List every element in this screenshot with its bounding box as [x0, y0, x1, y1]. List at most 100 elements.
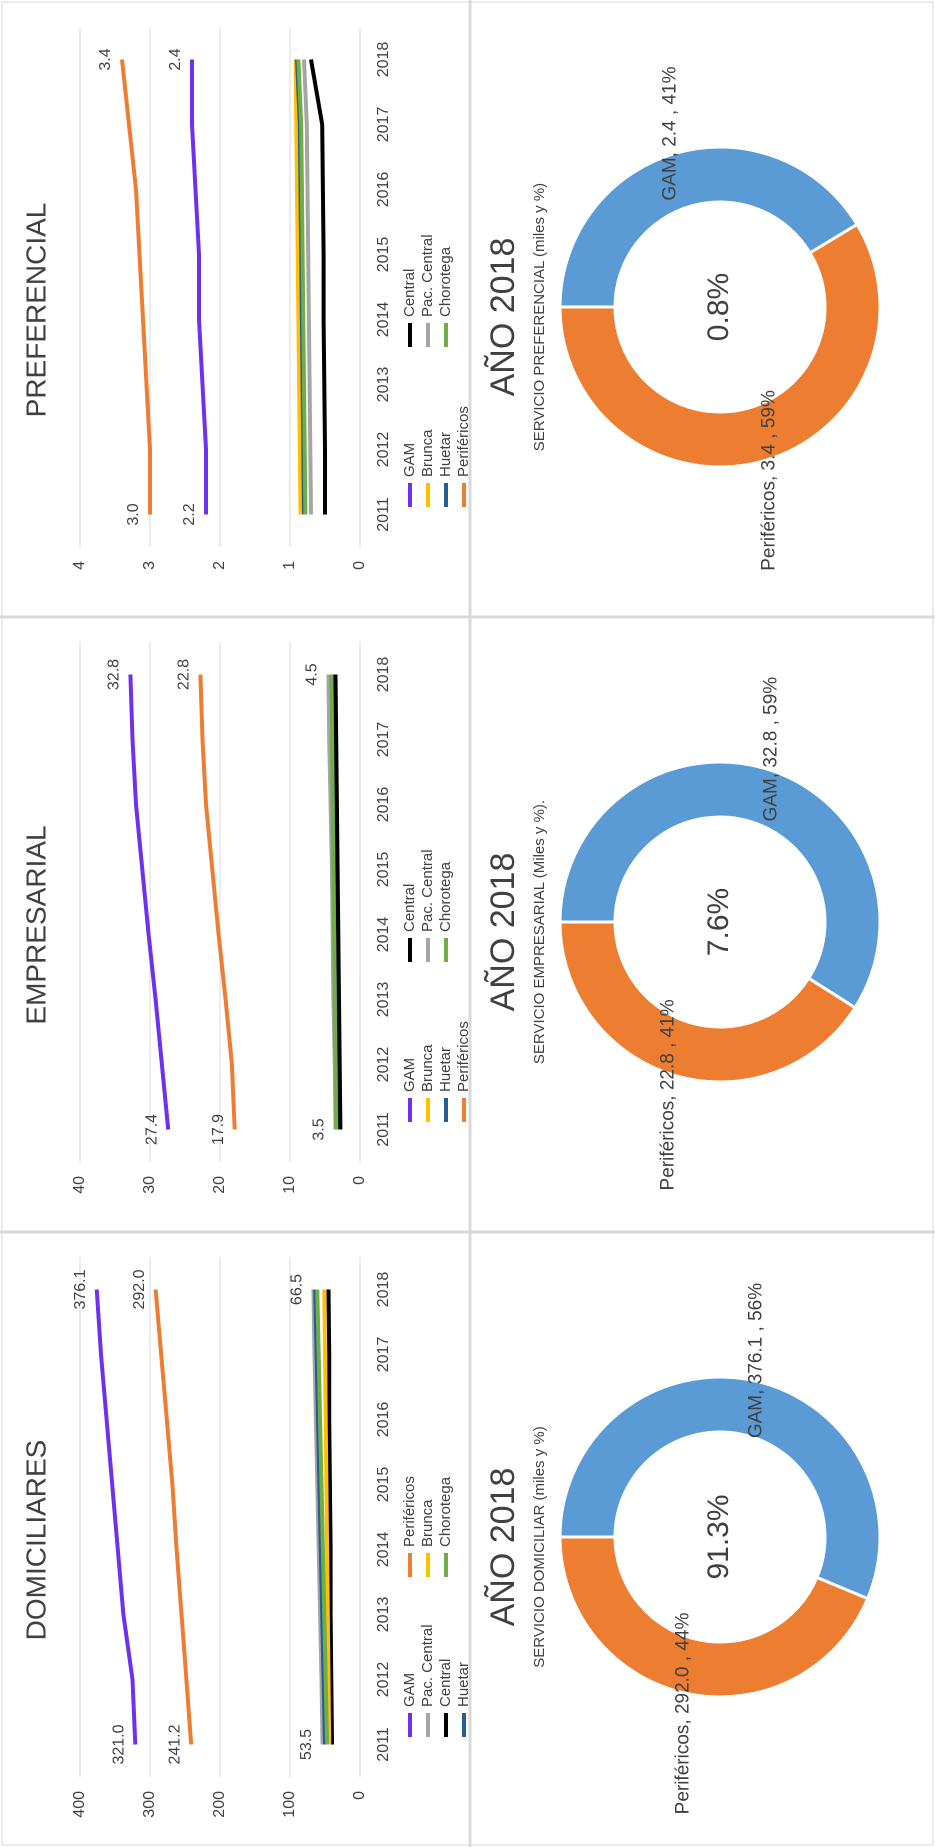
chart-subtitle: SERVICIO EMPRESARIAL (Miles y %).	[531, 800, 548, 1064]
donut-slice	[558, 1535, 870, 1699]
legend-label: Chorotega	[437, 246, 454, 317]
data-label: Periféricos, 292.0 , 44%	[673, 1613, 694, 1815]
data-label: Periféricos, 22.8 , 41%	[657, 999, 678, 1190]
series-line	[311, 1289, 325, 1745]
y-tick-label: 400	[71, 1791, 88, 1818]
y-tick-label: 0	[351, 561, 368, 570]
data-label: 3.4	[97, 48, 114, 70]
data-label: 27.4	[143, 1114, 160, 1145]
x-tick-label: 2018	[375, 1272, 392, 1308]
legend-label: Chorotega	[437, 1476, 454, 1547]
legend-label: Pac. Central	[419, 849, 436, 932]
x-tick-label: 2017	[375, 107, 392, 143]
legend-label: Central	[437, 1659, 454, 1707]
y-tick-label: 0	[351, 1791, 368, 1800]
x-tick-label: 2015	[375, 1467, 392, 1503]
chart-subtitle: SERVICIO PREFERENCIAL (miles y %)	[531, 183, 548, 451]
series-line	[190, 59, 208, 515]
y-tick-label: 100	[281, 1791, 298, 1818]
legend-label: Central	[401, 269, 418, 317]
series-line	[94, 1289, 138, 1745]
x-tick-label: 2015	[375, 237, 392, 273]
donut-slice	[558, 760, 882, 1010]
series-line	[309, 59, 327, 515]
data-label: 292.0	[131, 1269, 148, 1309]
series-line	[128, 674, 171, 1130]
center-label: 0.8%	[702, 273, 735, 341]
x-tick-label: 2016	[375, 787, 392, 823]
chart-title: EMPRESARIAL	[20, 825, 51, 1024]
legend-label: Huetar	[437, 1047, 454, 1092]
legend-label: Brunca	[419, 1044, 436, 1092]
series-line	[329, 674, 339, 1130]
legend-label: GAM	[401, 1673, 418, 1707]
legend-label: GAM	[401, 443, 418, 477]
x-tick-label: 2015	[375, 852, 392, 888]
x-tick-label: 2016	[375, 172, 392, 208]
donut-slice	[558, 920, 858, 1084]
series-line	[322, 1289, 332, 1745]
legend-label: Brunca	[419, 1499, 436, 1547]
data-label: 2.4	[167, 48, 184, 70]
data-label: 241.2	[166, 1724, 183, 1764]
data-label: GAM, 376.1 , 56%	[745, 1283, 766, 1438]
x-tick-label: 2014	[375, 917, 392, 953]
data-label: 22.8	[176, 659, 193, 690]
y-tick-label: 0	[351, 1176, 368, 1185]
series-line	[313, 1289, 327, 1745]
legend-label: Pac. Central	[419, 234, 436, 317]
data-label: 3.0	[125, 503, 142, 525]
data-label: 2.2	[181, 503, 198, 525]
chart-title: PREFERENCIAL	[20, 203, 51, 418]
x-tick-label: 2016	[375, 1402, 392, 1438]
x-tick-label: 2017	[375, 1337, 392, 1373]
series-line	[315, 1289, 330, 1745]
legend-label: Brunca	[419, 429, 436, 477]
chart-title: AÑO 2018	[484, 1468, 522, 1627]
series-line	[296, 59, 308, 515]
donut-slice	[558, 222, 882, 469]
data-label: 321.0	[111, 1724, 128, 1764]
x-tick-label: 2013	[375, 1597, 392, 1633]
x-tick-label: 2018	[375, 657, 392, 693]
x-tick-label: 2018	[375, 42, 392, 78]
donut-slice	[558, 145, 860, 309]
x-tick-label: 2014	[375, 1532, 392, 1568]
chart-title: AÑO 2018	[484, 238, 522, 397]
series-line	[153, 1289, 194, 1745]
legend-label: Periféricos	[401, 1476, 418, 1547]
y-tick-label: 3	[141, 561, 158, 570]
data-label: GAM, 32.8 , 59%	[761, 677, 782, 822]
series-line	[293, 59, 303, 515]
data-label: 17.9	[210, 1114, 227, 1145]
legend-label: Central	[401, 884, 418, 932]
data-label: GAM, 2.4 , 41%	[660, 66, 681, 200]
chart-subtitle: SERVICIO DOMICILIAR (miles y %)	[531, 1426, 548, 1667]
y-tick-label: 2	[211, 561, 228, 570]
y-tick-label: 30	[141, 1176, 158, 1194]
x-tick-label: 2017	[375, 722, 392, 758]
legend-label: Huetar	[437, 432, 454, 477]
legend-label: Periféricos	[455, 406, 472, 477]
series-line	[302, 59, 313, 515]
x-tick-label: 2012	[375, 1047, 392, 1083]
y-tick-label: 40	[71, 1176, 88, 1194]
series-line	[326, 1289, 334, 1745]
center-label: 91.3%	[702, 1494, 735, 1579]
y-tick-label: 20	[211, 1176, 228, 1194]
series-line	[198, 674, 237, 1130]
y-tick-label: 1	[281, 561, 298, 570]
x-tick-label: 2012	[375, 432, 392, 468]
data-label: 3.5	[311, 1118, 328, 1140]
center-label: 7.6%	[702, 888, 735, 956]
chart-title: DOMICILIARES	[20, 1440, 51, 1641]
x-tick-label: 2011	[375, 1727, 392, 1762]
y-tick-label: 300	[141, 1791, 158, 1818]
legend-label: Huetar	[455, 1662, 472, 1707]
data-label: 4.5	[304, 663, 321, 685]
x-tick-label: 2013	[375, 982, 392, 1018]
series-line	[333, 674, 343, 1130]
